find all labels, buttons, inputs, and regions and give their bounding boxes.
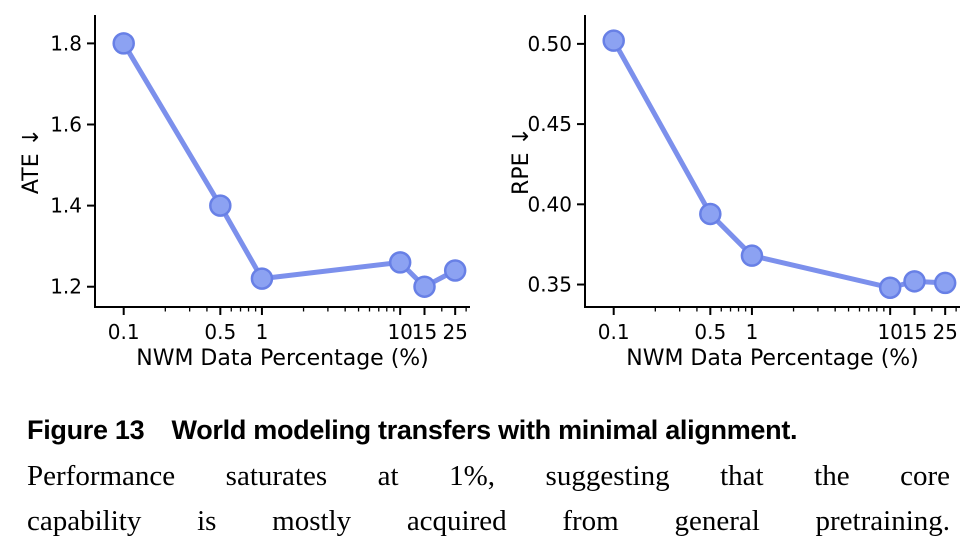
y-tick-label: 0.50: [527, 32, 572, 56]
data-point: [413, 275, 436, 298]
data-point: [903, 270, 926, 293]
caption-label: Figure 13: [27, 415, 145, 445]
x-tick-label: 1: [746, 320, 759, 344]
x-tick-label: 10: [387, 320, 412, 344]
x-axis-label: NWM Data Percentage (%): [626, 346, 919, 371]
data-point: [250, 267, 274, 290]
y-tick-label: 1.6: [50, 113, 82, 137]
data-point: [740, 244, 764, 267]
y-tick-label: 1.8: [50, 31, 82, 55]
figure-caption: Figure 13 World modeling transfers with …: [27, 412, 950, 544]
caption-head: Figure 13 World modeling transfers with …: [27, 412, 950, 448]
series-line: [121, 40, 458, 290]
data-point: [443, 259, 467, 282]
data-point: [878, 276, 902, 299]
x-tick-label: 1: [256, 320, 269, 344]
series-line: [611, 38, 948, 291]
data-point: [699, 202, 722, 226]
data-point: [112, 32, 135, 55]
x-tick-label: 15: [902, 320, 927, 344]
x-tick-label: 15: [412, 320, 437, 344]
y-tick-label: 0.45: [527, 112, 572, 136]
charts-row: 1.2 1.4 1.6 1.8 0.1 0.5 1 10 15 25 NWM Data Percen…: [0, 0, 980, 390]
y-axis-label: RPE ↓: [509, 127, 534, 195]
x-axis-label: NWM Data Percentage (%): [136, 346, 429, 371]
caption-body: Performance saturates at 1%, suggesting …: [27, 454, 950, 544]
data-point: [933, 271, 957, 295]
caption-body-line-1: Performance saturates at 1%, suggesting …: [27, 460, 950, 492]
caption-title: World modeling transfers with minimal al…: [171, 415, 798, 445]
caption-body-line-2: capability is mostly acquired from gener…: [27, 505, 950, 537]
x-tick-label: 0.1: [598, 320, 630, 344]
y-tick-label: 1.4: [50, 194, 82, 218]
x-tick-label: 0.5: [204, 320, 236, 344]
x-tick-label: 25: [442, 320, 467, 344]
chart-rpe: 0.35 0.40 0.45 0.50 0.1 0.5 1 10 15 25 NWM Data Pe…: [490, 0, 980, 390]
chart-ate: 1.2 1.4 1.6 1.8 0.1 0.5 1 10 15 25 NWM Data Percen…: [0, 0, 490, 390]
x-tick-label: 25: [932, 320, 957, 344]
data-point: [602, 29, 625, 52]
y-tick-label: 0.40: [527, 192, 572, 216]
y-tick-label: 0.35: [527, 273, 572, 297]
data-point: [209, 194, 232, 217]
x-tick-label: 0.5: [694, 320, 726, 344]
x-tick-label: 0.1: [108, 320, 140, 344]
data-point: [388, 251, 412, 274]
y-axis-label: ATE ↓: [19, 128, 44, 194]
y-tick-label: 1.2: [50, 275, 82, 299]
x-tick-label: 10: [877, 320, 902, 344]
